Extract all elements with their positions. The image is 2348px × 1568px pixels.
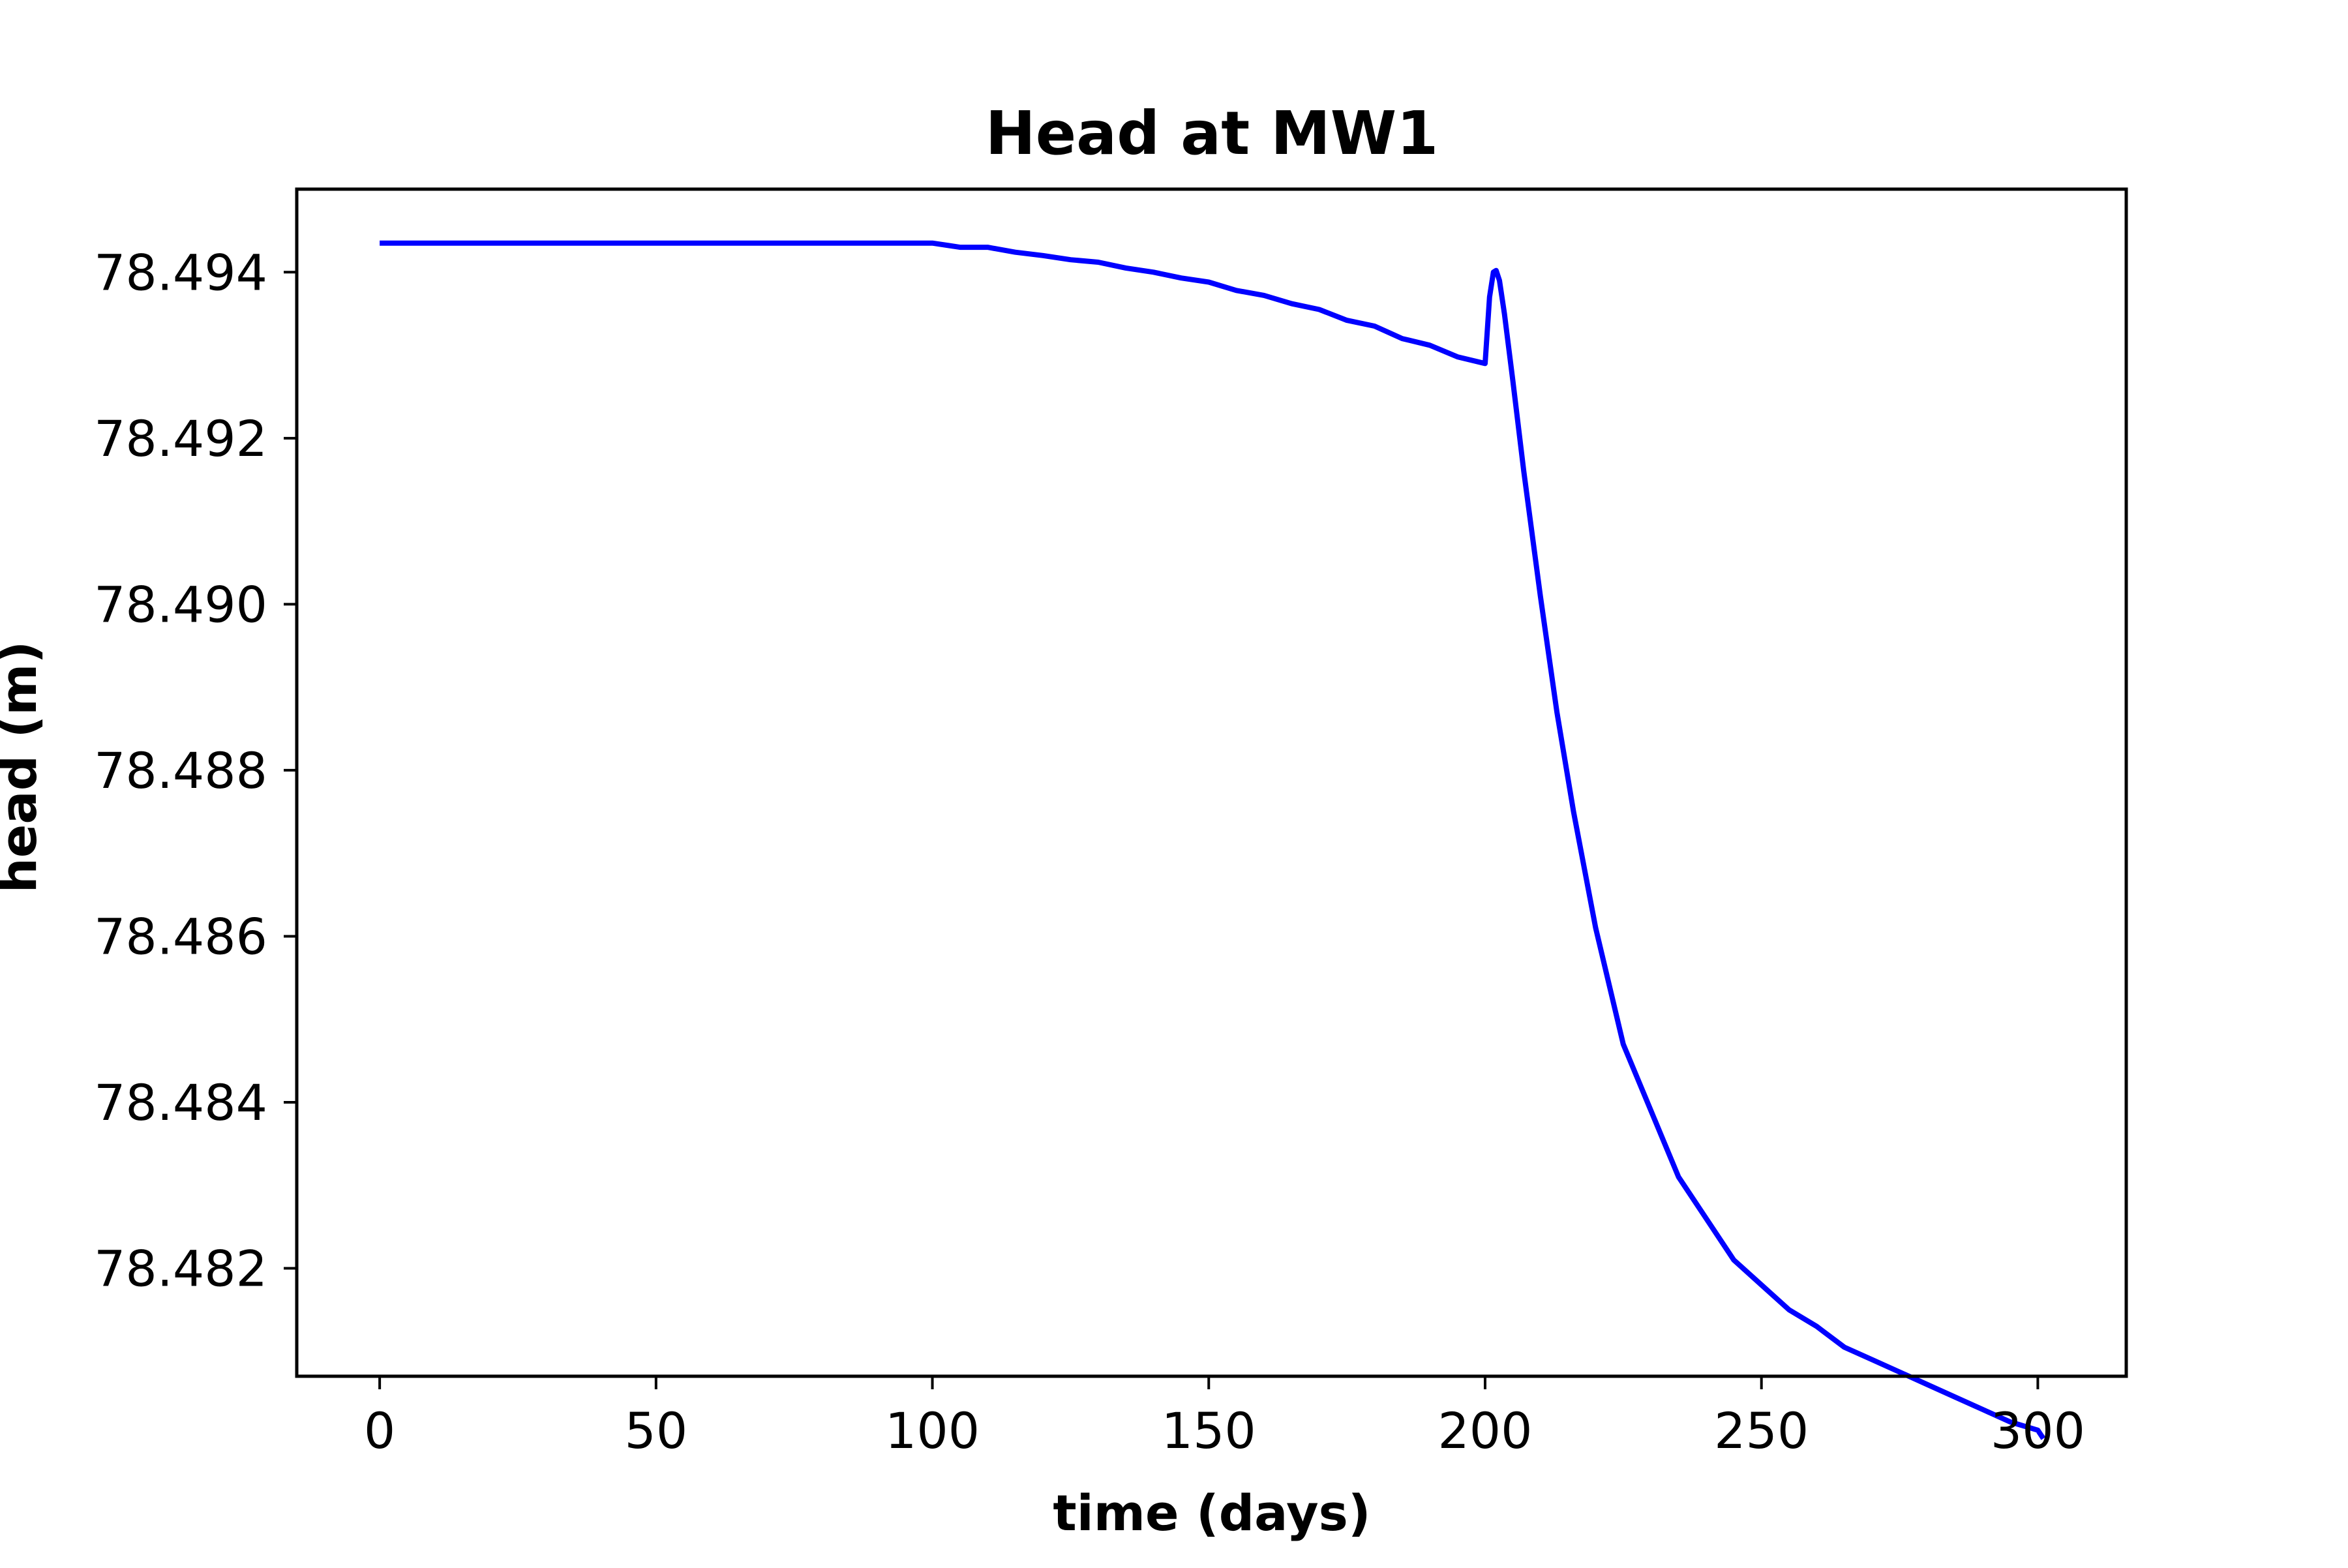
x-tick-label-4: 200 (1437, 1402, 1532, 1460)
y-tick-label-4: 78.490 (94, 575, 267, 633)
x-tick-label-6: 300 (1991, 1402, 2085, 1460)
series-line-0 (380, 240, 2046, 1440)
x-tick-label-0: 0 (364, 1402, 395, 1460)
x-tick-label-3: 150 (1162, 1402, 1256, 1460)
x-tick-label-1: 50 (624, 1402, 687, 1460)
y-axis-label: head (m) (0, 641, 48, 893)
x-tick-label-2: 100 (885, 1402, 980, 1460)
y-tick-label-2: 78.486 (94, 907, 267, 965)
y-tick-label-5: 78.492 (94, 410, 267, 468)
x-tick-label-5: 250 (1714, 1402, 1809, 1460)
y-tick-label-0: 78.482 (94, 1240, 267, 1298)
chart-title: Head at MW1 (986, 98, 1439, 168)
plot-area: 0 50 100 150 200 250 300 78.482 78.484 78.486 78.4… (94, 187, 2128, 1460)
y-tick-label-6: 78.494 (94, 243, 267, 301)
plot-frame (295, 187, 2128, 1378)
x-axis-label: time (days) (1053, 1484, 1370, 1542)
y-tick-label-1: 78.484 (94, 1074, 267, 1132)
y-tick-label-3: 78.488 (94, 742, 267, 800)
